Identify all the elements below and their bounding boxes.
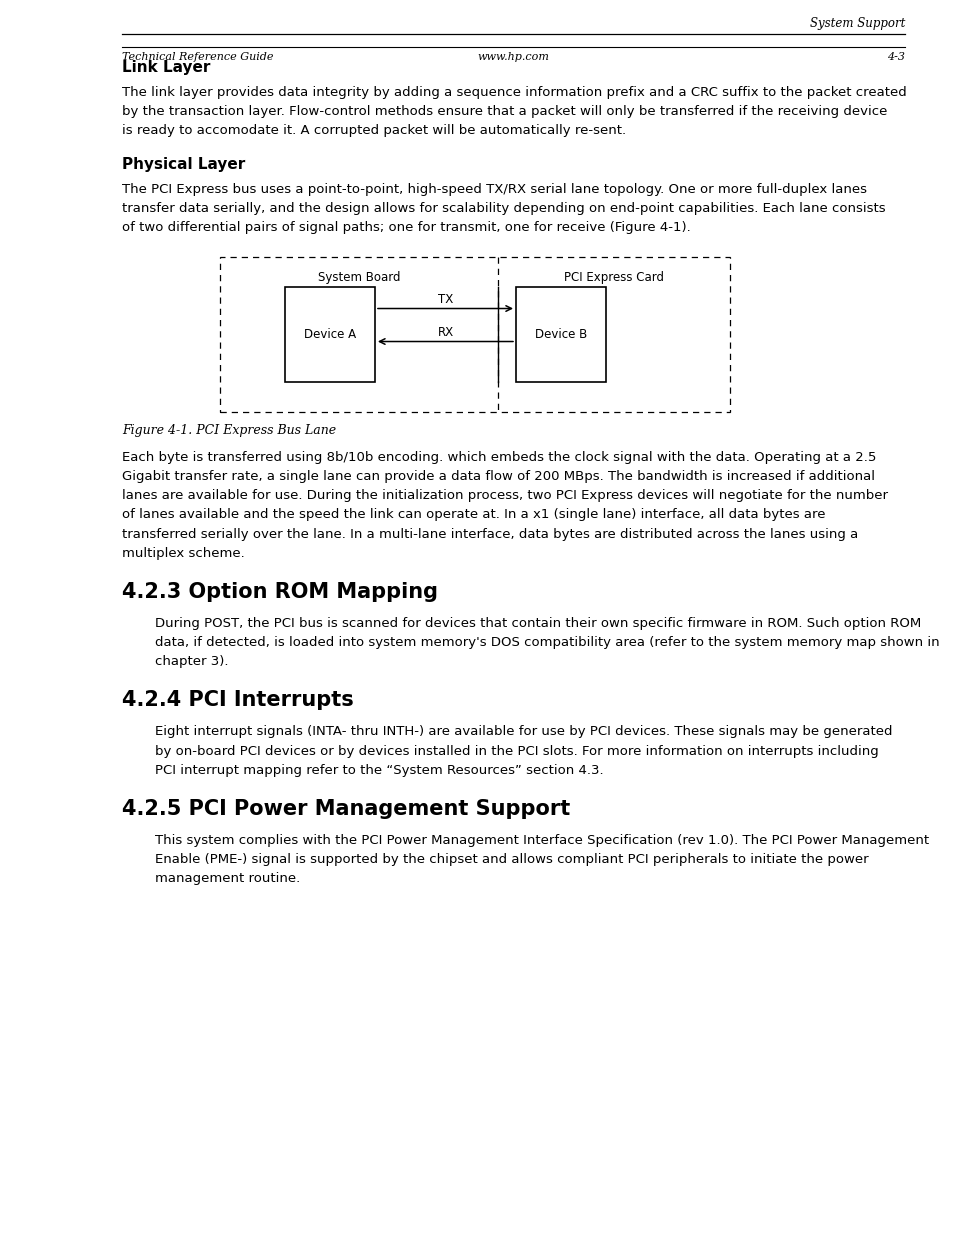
Text: www.hp.com: www.hp.com — [477, 52, 549, 62]
Text: multiplex scheme.: multiplex scheme. — [122, 547, 245, 559]
Text: Gigabit transfer rate, a single lane can provide a data flow of 200 MBps. The ba: Gigabit transfer rate, a single lane can… — [122, 471, 874, 483]
Text: is ready to accomodate it. A corrupted packet will be automatically re-sent.: is ready to accomodate it. A corrupted p… — [122, 125, 625, 137]
Text: 4-3: 4-3 — [886, 52, 904, 62]
Text: The link layer provides data integrity by adding a sequence information prefix a: The link layer provides data integrity b… — [122, 86, 905, 99]
Text: Link Layer: Link Layer — [122, 61, 211, 75]
Text: 4.2.3 Option ROM Mapping: 4.2.3 Option ROM Mapping — [122, 582, 437, 601]
Text: of two differential pairs of signal paths; one for transmit, one for receive (Fi: of two differential pairs of signal path… — [122, 221, 690, 235]
Text: 4.2.4 PCI Interrupts: 4.2.4 PCI Interrupts — [122, 690, 354, 710]
Text: RX: RX — [437, 326, 453, 338]
Text: Device A: Device A — [304, 327, 355, 341]
Text: Each byte is transferred using 8b/10b encoding. which embeds the clock signal wi: Each byte is transferred using 8b/10b en… — [122, 451, 876, 464]
Bar — [220, 257, 729, 411]
Text: Physical Layer: Physical Layer — [122, 157, 245, 172]
Text: lanes are available for use. During the initialization process, two PCI Express : lanes are available for use. During the … — [122, 489, 887, 503]
Text: Technical Reference Guide: Technical Reference Guide — [122, 52, 274, 62]
Text: by the transaction layer. Flow-control methods ensure that a packet will only be: by the transaction layer. Flow-control m… — [122, 105, 886, 119]
Bar — [516, 287, 605, 382]
Text: Device B: Device B — [535, 327, 586, 341]
Text: This system complies with the PCI Power Management Interface Specification (rev : This system complies with the PCI Power … — [154, 834, 928, 847]
Text: transfer data serially, and the design allows for scalability depending on end-p: transfer data serially, and the design a… — [122, 203, 884, 215]
Bar — [285, 287, 375, 382]
Text: System Board: System Board — [317, 270, 400, 284]
Text: 4.2.5 PCI Power Management Support: 4.2.5 PCI Power Management Support — [122, 799, 570, 819]
Text: data, if detected, is loaded into system memory's DOS compatibility area (refer : data, if detected, is loaded into system… — [154, 636, 939, 650]
Text: PCI Express Card: PCI Express Card — [563, 270, 663, 284]
Text: PCI interrupt mapping refer to the “System Resources” section 4.3.: PCI interrupt mapping refer to the “Syst… — [154, 763, 603, 777]
Text: System Support: System Support — [809, 17, 904, 30]
Text: TX: TX — [437, 293, 453, 305]
Text: During POST, the PCI bus is scanned for devices that contain their own specific : During POST, the PCI bus is scanned for … — [154, 618, 921, 630]
Text: Enable (PME-) signal is supported by the chipset and allows compliant PCI periph: Enable (PME-) signal is supported by the… — [154, 853, 868, 866]
Text: Figure 4-1. PCI Express Bus Lane: Figure 4-1. PCI Express Bus Lane — [122, 424, 335, 436]
Text: Eight interrupt signals (INTA- thru INTH-) are available for use by PCI devices.: Eight interrupt signals (INTA- thru INTH… — [154, 725, 892, 739]
Text: chapter 3).: chapter 3). — [154, 655, 229, 668]
Text: management routine.: management routine. — [154, 872, 300, 885]
Text: of lanes available and the speed the link can operate at. In a x1 (single lane) : of lanes available and the speed the lin… — [122, 509, 824, 521]
Text: by on-board PCI devices or by devices installed in the PCI slots. For more infor: by on-board PCI devices or by devices in… — [154, 745, 878, 757]
Text: The PCI Express bus uses a point-to-point, high-speed TX/RX serial lane topology: The PCI Express bus uses a point-to-poin… — [122, 183, 866, 196]
Text: transferred serially over the lane. In a multi-lane interface, data bytes are di: transferred serially over the lane. In a… — [122, 527, 858, 541]
